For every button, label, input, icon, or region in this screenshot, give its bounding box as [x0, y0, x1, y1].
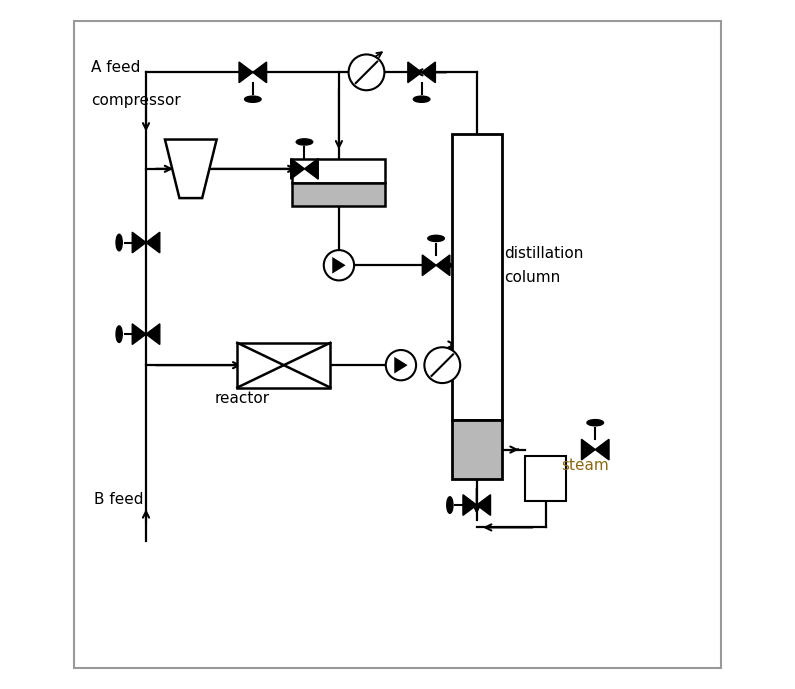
Polygon shape [253, 62, 266, 83]
Bar [452, 420, 502, 479]
Text: distillation: distillation [504, 247, 584, 261]
Text: reactor: reactor [215, 391, 270, 406]
Polygon shape [477, 495, 491, 515]
Polygon shape [132, 324, 146, 344]
Text: steam: steam [561, 458, 609, 473]
Polygon shape [421, 62, 436, 83]
Circle shape [324, 250, 354, 280]
Circle shape [348, 54, 385, 90]
Polygon shape [394, 357, 408, 373]
Bar [452, 134, 502, 420]
Bar [238, 343, 331, 388]
Text: A feed: A feed [91, 61, 140, 75]
Polygon shape [436, 255, 450, 276]
Polygon shape [422, 255, 436, 276]
Text: B feed: B feed [95, 493, 144, 507]
Circle shape [386, 350, 416, 380]
Polygon shape [408, 62, 421, 83]
Bar [293, 183, 386, 206]
Polygon shape [146, 324, 160, 344]
Text: compressor: compressor [91, 93, 180, 107]
Polygon shape [146, 232, 160, 253]
Polygon shape [463, 495, 477, 515]
Ellipse shape [116, 326, 122, 342]
Polygon shape [332, 257, 346, 274]
Polygon shape [581, 440, 595, 460]
Text: column: column [504, 271, 560, 285]
Ellipse shape [413, 96, 430, 103]
Polygon shape [239, 62, 253, 83]
Polygon shape [595, 440, 609, 460]
Ellipse shape [447, 497, 453, 513]
Polygon shape [304, 158, 318, 179]
Circle shape [425, 347, 460, 383]
Bar [293, 159, 386, 183]
Bar [525, 457, 566, 502]
Ellipse shape [428, 236, 444, 242]
Polygon shape [132, 232, 146, 253]
Polygon shape [291, 158, 304, 179]
Ellipse shape [116, 234, 122, 251]
Ellipse shape [297, 139, 312, 145]
Ellipse shape [245, 96, 261, 103]
Polygon shape [165, 140, 216, 198]
Ellipse shape [587, 420, 603, 426]
